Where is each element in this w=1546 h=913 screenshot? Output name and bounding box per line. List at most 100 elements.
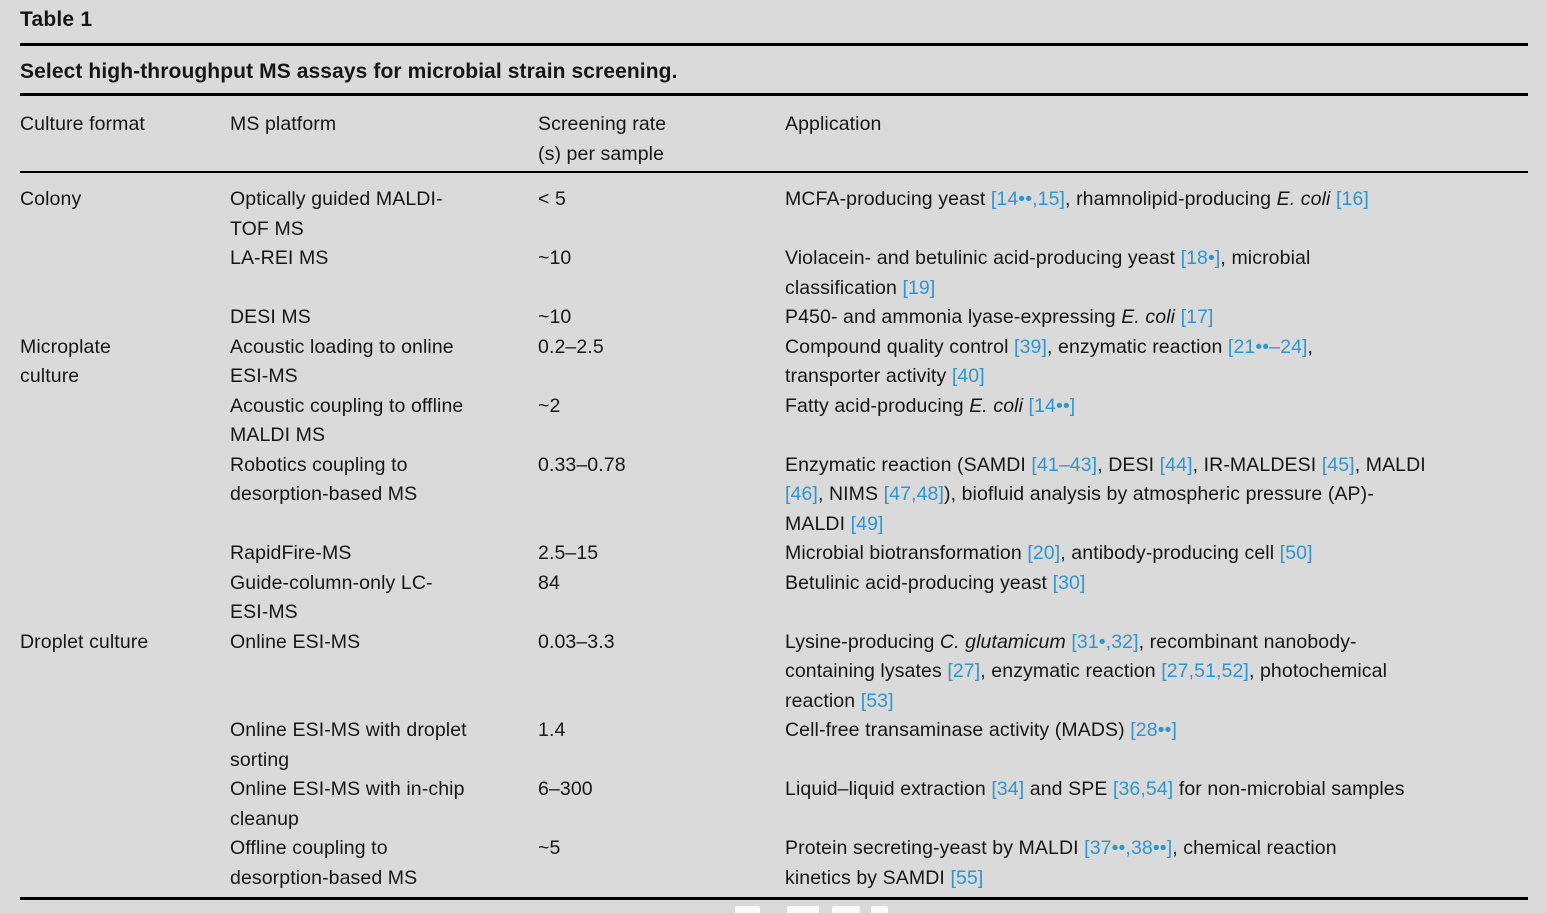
rule-under-caption [20,93,1528,96]
cell-application: Betulinic acid-producing yeast [30] [785,571,1086,594]
species-name: E. coli [1276,188,1331,210]
species-name: C. glutamicum [939,630,1066,653]
table-label: Table 1 [20,8,93,31]
cell-culture-format [20,539,230,569]
cell-application: Compound quality control [39], enzymatic… [785,335,1314,388]
cell-screening-rate: 0.03–3.3 [538,630,615,653]
cell-culture-format: Colony [20,188,82,210]
cell-application: Protein secreting-yeast by MALDI [37••,3… [785,837,1337,889]
table-row: Offline coupling to desorption-based MS ~… [20,834,1528,897]
ms-assays-table: Culture format MS platform Screening rate … [20,96,1528,897]
citation-link[interactable]: [17] [1180,306,1214,328]
citation-link[interactable]: [45] [1321,453,1355,476]
citation-link[interactable]: [39] [1014,335,1047,358]
citation-link[interactable]: [55] [950,866,984,889]
cell-culture-format [20,834,230,897]
citation-link[interactable]: [31•,32] [1071,630,1139,653]
citation-link[interactable]: [40] [951,365,985,387]
cell-application: Microbial biotransformation [20], antibo… [785,542,1313,564]
cell-culture-format [20,451,230,540]
citation-link[interactable]: [50] [1279,542,1313,564]
table-row: LA-REI MS ~10 Violacein- and betulinic aci… [20,244,1528,303]
cell-screening-rate: 2.5–15 [538,542,599,564]
bottom-edge-tab [871,906,888,913]
cell-culture-format: Droplet culture [20,630,149,653]
table-row: Online ESI-MS with in-chip cleanup 6–300 L… [20,775,1528,834]
cell-culture-format [20,392,230,451]
citation-link[interactable]: [46] [785,483,818,505]
species-name: E. coli [1121,306,1176,328]
cell-culture-format [20,303,230,333]
cell-screening-rate: ~10 [538,247,572,269]
table-row: Droplet culture Online ESI-MS 0.03–3.3 Lysi… [20,628,1528,717]
cell-application: Enzymatic reaction (SAMDI [41–43], DESI … [785,453,1426,535]
cell-ms-platform: Online ESI-MS with droplet sorting [230,719,467,771]
table-row: Guide-column-only LC- ESI-MS 84 Betulinic … [20,569,1528,628]
citation-link[interactable]: [37••,38••] [1084,837,1173,859]
cell-ms-platform: Offline coupling to desorption-based MS [230,837,418,889]
citation-link[interactable]: [14••] [1028,394,1076,417]
table-header-row: Culture format MS platform Screening rate … [20,96,1528,173]
cell-ms-platform: Acoustic loading to online ESI-MS [230,335,454,388]
citation-link[interactable]: [47,48] [883,483,944,505]
cell-screening-rate: ~2 [538,394,561,417]
species-name: E. coli [969,394,1024,417]
cell-screening-rate: 6–300 [538,778,593,800]
cell-ms-platform: Optically guided MALDI- TOF MS [230,188,443,240]
cell-ms-platform: Robotics coupling to desorption-based MS [230,453,418,506]
table-row: Colony Optically guided MALDI- TOF MS < 5 M… [20,172,1528,244]
citation-link[interactable]: [27,51,52] [1161,660,1249,682]
cell-screening-rate: ~5 [538,837,561,859]
citation-link[interactable]: [18•] [1180,247,1221,269]
cell-application: P450- and ammonia lyase-expressing E. co… [785,306,1214,328]
cell-screening-rate: < 5 [538,188,566,210]
cell-screening-rate: 84 [538,571,560,594]
cell-ms-platform: DESI MS [230,306,311,328]
citation-link[interactable]: [27] [947,660,981,682]
cell-application: Liquid–liquid extraction [34] and SPE [3… [785,778,1405,800]
citation-link[interactable]: [53] [860,689,894,712]
citation-link[interactable]: [14••,15] [990,188,1066,210]
cell-screening-rate: 0.2–2.5 [538,335,604,358]
cell-ms-platform: Online ESI-MS with in-chip cleanup [230,778,465,830]
cell-ms-platform: LA-REI MS [230,247,329,269]
cell-culture-format: Microplate culture [20,335,111,388]
column-header-rate: Screening rate (s) per sample [538,96,785,173]
citation-link[interactable]: [44] [1159,453,1193,476]
cell-screening-rate: 1.4 [538,719,566,741]
cell-application: Violacein- and betulinic acid-producing … [785,247,1311,299]
table-row: Microplate culture Acoustic loading to on… [20,333,1528,392]
cell-ms-platform: Acoustic coupling to offline MALDI MS [230,394,464,447]
bottom-edge-tab [832,906,860,913]
table-caption: Select high-throughput MS assays for mic… [20,60,678,83]
citation-link[interactable]: [28••] [1130,719,1178,741]
citation-link[interactable]: [30] [1052,571,1086,594]
citation-link[interactable]: [21••–24] [1227,335,1308,358]
rule-top [20,43,1528,46]
table-row: RapidFire-MS 2.5–15 Microbial biotransform… [20,539,1528,569]
column-header-format: Culture format [20,96,230,173]
cell-application: Lysine-producing C. glutamicum [31•,32],… [785,630,1388,712]
table-body: Colony Optically guided MALDI- TOF MS < 5 M… [20,172,1528,897]
table-row: Acoustic coupling to offline MALDI MS ~2 F… [20,392,1528,451]
cell-culture-format [20,716,230,775]
rule-bottom [20,897,1528,900]
cell-application: Cell-free transaminase activity (MADS) [… [785,719,1178,741]
citation-link[interactable]: [20] [1027,542,1061,564]
citation-link[interactable]: [34] [991,778,1025,800]
citation-link[interactable]: [19] [902,276,936,299]
cell-culture-format [20,775,230,834]
citation-link[interactable]: [49] [850,512,884,535]
column-header-application: Application [785,96,1528,173]
table-row: DESI MS ~10 P450- and ammonia lyase-expres… [20,303,1528,333]
citation-link[interactable]: [41–43] [1031,453,1098,476]
column-header-platform: MS platform [230,96,538,173]
cell-ms-platform: Guide-column-only LC- ESI-MS [230,571,433,624]
table-row: Online ESI-MS with droplet sorting 1.4 Cel… [20,716,1528,775]
cell-culture-format [20,244,230,303]
cell-screening-rate: 0.33–0.78 [538,453,626,476]
citation-link[interactable]: [36,54] [1112,778,1174,800]
bottom-edge-tab [787,906,819,913]
citation-link[interactable]: [16] [1336,188,1369,210]
